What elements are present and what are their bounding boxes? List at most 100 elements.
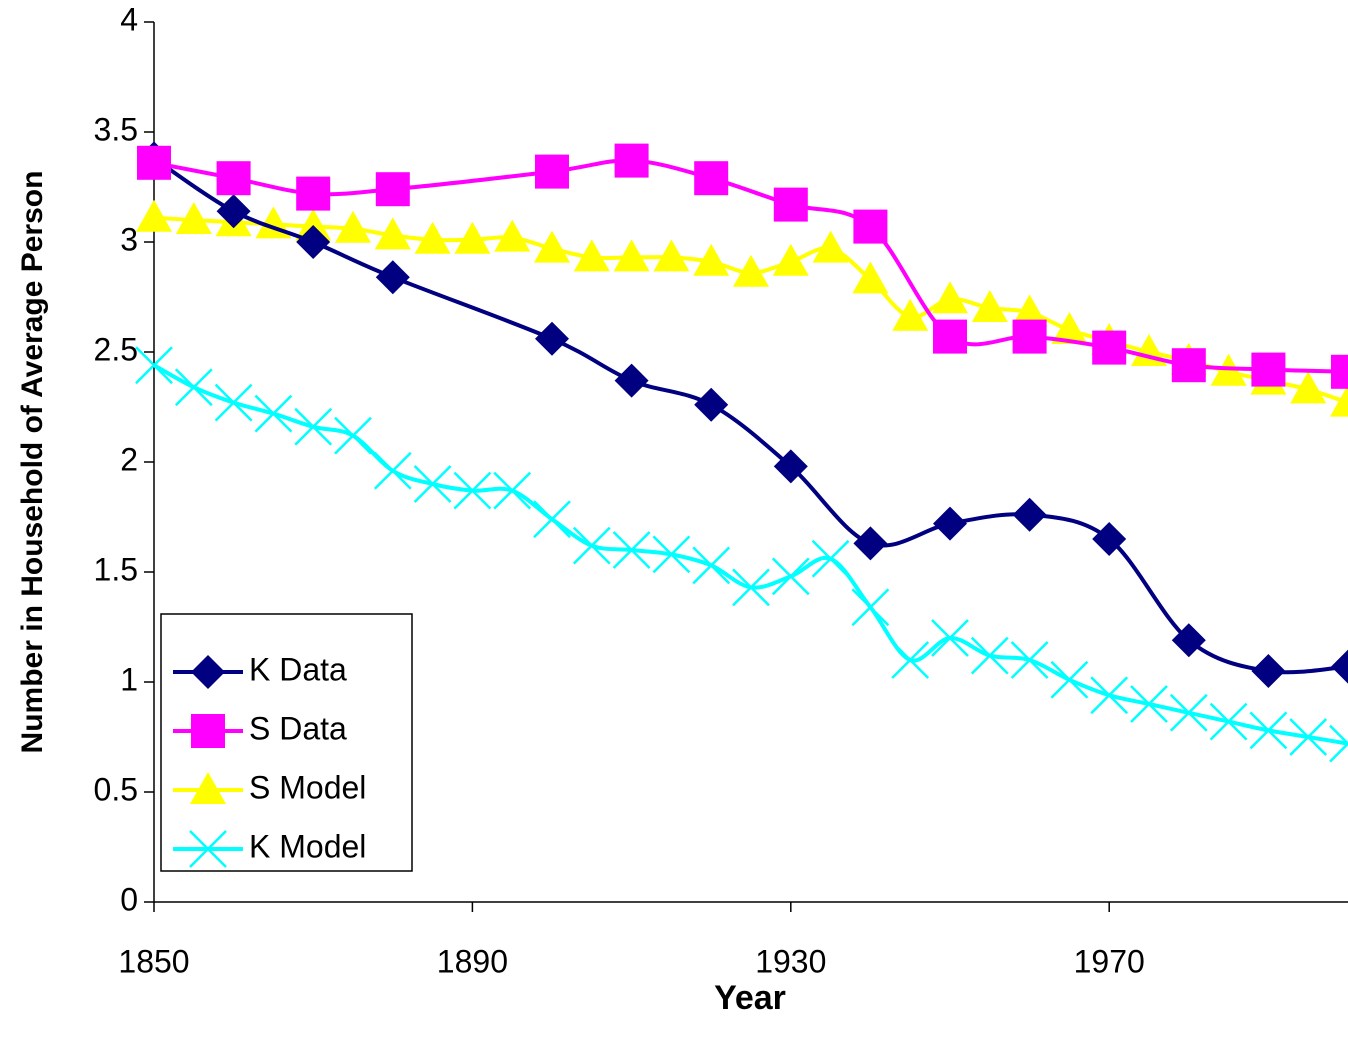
y-tick-label: 1 <box>120 661 138 697</box>
marker-diamond <box>535 321 569 356</box>
marker-x <box>453 471 492 510</box>
marker-diamond <box>853 526 888 561</box>
marker-square <box>933 319 967 354</box>
marker-diamond <box>296 225 331 259</box>
marker-square <box>1331 354 1348 389</box>
marker-square <box>191 714 225 748</box>
y-tick-label: 0.5 <box>94 771 138 807</box>
marker-diamond <box>1331 649 1348 684</box>
marker-square <box>1171 348 1206 383</box>
marker-x <box>493 471 532 510</box>
marker-x <box>1289 718 1328 756</box>
marker-triangle <box>494 219 531 252</box>
marker-square <box>296 176 331 211</box>
marker-x <box>334 416 372 455</box>
marker-triangle <box>892 298 929 331</box>
marker-x <box>214 383 253 422</box>
legend-label: K Model <box>249 828 366 864</box>
y-axis-label: Number in Household of Average Person <box>16 171 49 754</box>
marker-triangle <box>414 221 451 254</box>
marker-triangle <box>190 772 226 804</box>
marker-triangle <box>772 243 809 276</box>
marker-triangle <box>932 281 968 314</box>
marker-x <box>294 407 333 446</box>
marker-triangle <box>1051 312 1088 344</box>
marker-square <box>614 143 649 178</box>
marker-diamond <box>614 363 649 398</box>
marker-x <box>135 346 173 385</box>
marker-diamond <box>1251 654 1286 688</box>
marker-triangle <box>812 230 849 263</box>
marker-x <box>189 830 227 868</box>
marker-diamond <box>933 506 967 541</box>
marker-triangle <box>534 230 570 263</box>
marker-triangle <box>295 208 332 241</box>
marker-x <box>970 636 1009 675</box>
marker-x <box>931 619 969 657</box>
marker-x <box>174 368 213 407</box>
marker-x <box>652 535 691 574</box>
marker-x <box>1090 676 1129 715</box>
x-tick-label: 1930 <box>755 943 826 979</box>
marker-diamond <box>375 260 410 295</box>
marker-square <box>773 187 808 222</box>
marker-triangle <box>613 239 650 272</box>
marker-x <box>572 526 611 565</box>
marker-triangle <box>335 210 371 243</box>
marker-triangle <box>175 202 212 234</box>
legend-label: S Model <box>249 769 366 805</box>
marker-diamond <box>191 655 225 689</box>
marker-triangle <box>733 254 769 287</box>
marker-triangle <box>653 239 690 272</box>
marker-x <box>851 588 890 627</box>
y-tick-label: 0 <box>120 881 138 917</box>
marker-diamond <box>1171 623 1206 658</box>
legend-label: K Data <box>249 651 347 687</box>
x-tick-label: 1970 <box>1074 943 1145 979</box>
marker-x <box>1209 702 1248 741</box>
legend-label: S Data <box>249 710 347 746</box>
marker-x <box>1329 724 1348 763</box>
marker-triangle <box>454 221 491 254</box>
marker-diamond <box>216 194 251 229</box>
marker-x <box>692 546 731 585</box>
marker-square <box>137 145 171 180</box>
marker-square <box>535 154 569 189</box>
marker-x <box>413 465 452 503</box>
marker-x <box>1130 685 1168 723</box>
marker-x <box>771 557 810 596</box>
marker-square <box>853 209 888 244</box>
marker-x <box>891 641 930 679</box>
marker-x <box>1010 641 1049 679</box>
marker-x <box>612 531 651 569</box>
y-tick-label: 4 <box>120 1 138 37</box>
x-tick-label: 1890 <box>437 943 508 979</box>
y-tick-label: 3.5 <box>94 111 138 147</box>
marker-triangle <box>693 243 730 276</box>
marker-triangle <box>971 290 1008 322</box>
marker-triangle <box>136 199 172 232</box>
marker-square <box>694 161 729 196</box>
marker-x <box>1050 660 1089 699</box>
y-tick-label: 1.5 <box>94 551 138 587</box>
marker-square <box>1251 352 1286 387</box>
marker-diamond <box>773 449 808 484</box>
marker-diamond <box>1012 497 1047 532</box>
y-tick-label: 2 <box>120 441 138 477</box>
marker-x <box>732 568 770 607</box>
marker-triangle <box>573 239 610 272</box>
marker-diamond <box>1092 522 1127 556</box>
marker-diamond <box>694 387 729 422</box>
y-tick-label: 3 <box>120 221 138 257</box>
marker-x <box>254 394 293 433</box>
marker-triangle <box>1290 371 1327 404</box>
marker-x <box>373 451 412 490</box>
marker-triangle <box>852 261 889 294</box>
marker-triangle <box>1330 384 1348 417</box>
marker-triangle <box>1011 294 1048 327</box>
marker-x <box>811 539 850 578</box>
marker-x <box>1249 711 1288 750</box>
series-line <box>152 156 1348 675</box>
marker-x <box>1169 693 1208 732</box>
